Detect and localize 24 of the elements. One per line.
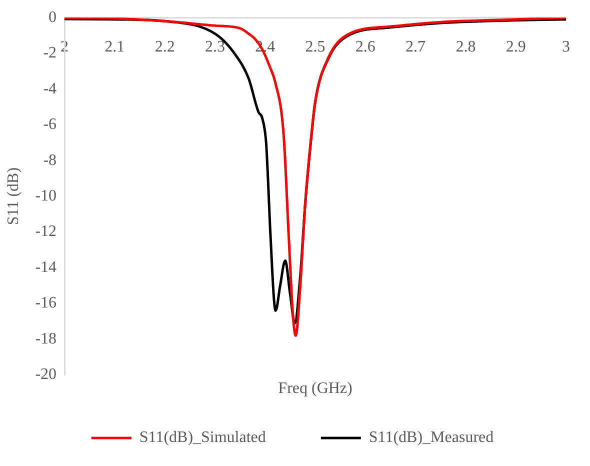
legend-label: S11(dB)_Measured — [368, 429, 494, 446]
y-tick-label: -6 — [43, 116, 57, 134]
x-tick-label: 2.9 — [506, 38, 526, 56]
x-axis-title: Freq (GHz) — [278, 380, 352, 398]
x-tick-label: 2.1 — [104, 38, 125, 56]
x-tick-label: 2.7 — [406, 38, 426, 56]
y-tick-label: -10 — [35, 188, 57, 205]
y-tick-label: 0 — [48, 8, 57, 26]
y-tick-label: -8 — [43, 152, 57, 169]
y-tick-label: -18 — [35, 330, 57, 348]
x-tick-label: 2.6 — [355, 38, 376, 56]
legend-label: S11(dB)_Simulated — [139, 429, 266, 446]
x-tick-label: 2.3 — [204, 38, 225, 56]
y-tick-label: -4 — [43, 80, 57, 98]
y-tick-label: -12 — [35, 223, 57, 240]
x-tick-label: 2.5 — [305, 38, 326, 56]
x-tick-label: 2.8 — [456, 38, 476, 56]
y-tick-label: -20 — [35, 366, 57, 384]
y-tick-label: -16 — [35, 294, 57, 312]
x-tick-label: 3 — [562, 38, 570, 56]
y-tick-label: -14 — [35, 258, 57, 276]
y-tick-label: -2 — [43, 44, 57, 62]
y-axis-title: S11 (dB) — [4, 167, 22, 226]
x-tick-label: 2.2 — [154, 38, 175, 56]
